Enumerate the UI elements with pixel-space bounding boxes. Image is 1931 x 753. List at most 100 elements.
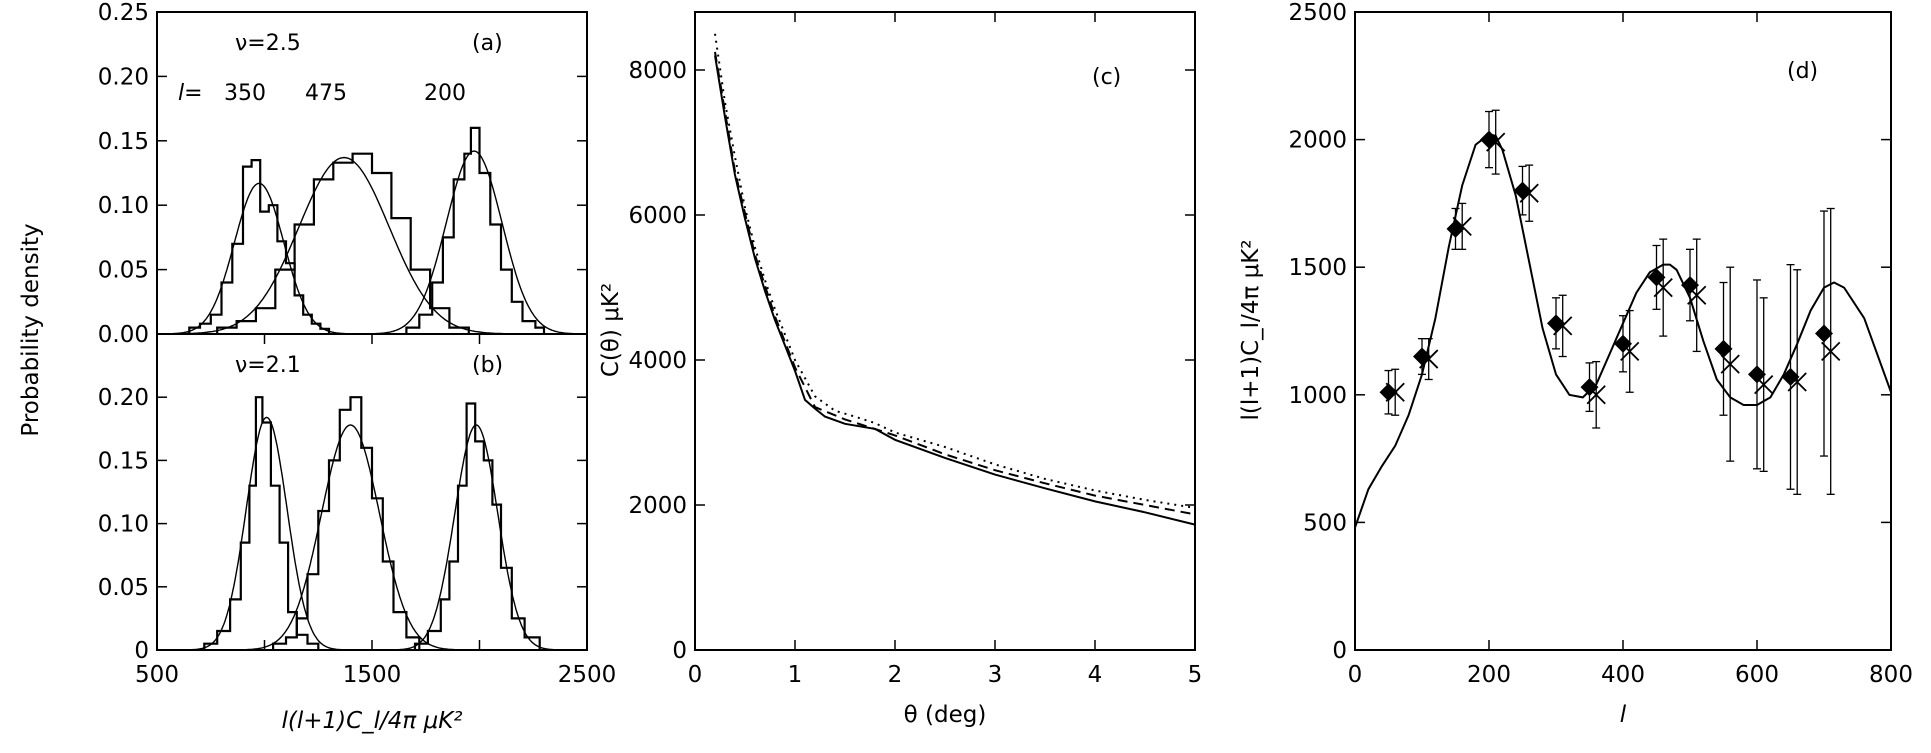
panel-a-plot-area	[160, 126, 586, 335]
panel-c-x-axis-label: θ (deg)	[904, 702, 987, 728]
panel-b-y-tick-4-label: 0.20	[98, 385, 149, 411]
panel-c-y-tick-1-label: 2000	[628, 493, 687, 519]
panel-b-y-tick-1-label: 0.05	[98, 575, 149, 601]
panel-a-l-label-350: 350	[224, 81, 266, 106]
panel-c-line-solid	[714, 55, 1196, 526]
panel-d-cross-point-0	[1385, 382, 1405, 402]
panel-c-x-tick-1-label: 1	[788, 662, 803, 688]
panel-d-y-tick-4-label: 2000	[1288, 128, 1347, 154]
panel-c-y-tick-3-label: 6000	[628, 203, 687, 229]
panel-b-y-ticks: 0 0.05 0.10 0.15 0.20	[98, 385, 587, 664]
panel-ab-y-axis-label: Probability density	[18, 223, 44, 436]
panel-a-histogram-350	[188, 159, 331, 334]
panel-d-cross-point-12	[1787, 372, 1807, 392]
panel-a-fit-curve-350	[160, 182, 358, 335]
panel-d-diamond-point-11	[1748, 365, 1766, 384]
panel-d-cross-point-10	[1720, 354, 1740, 374]
panel-d-y-tick-3-label: 1500	[1288, 255, 1347, 281]
panel-d-cross-point-2	[1452, 216, 1472, 237]
panel-d-plot-area	[1354, 109, 1892, 528]
panel-c-y-tick-0-label: 0	[672, 638, 687, 664]
panel-a-y-ticks: 0.00 0.05 0.10 0.15 0.20 0.25	[98, 0, 587, 348]
panel-a-y-tick-4-label: 0.20	[98, 64, 149, 90]
panel-d-x-tick-4-label: 800	[1869, 662, 1913, 688]
panel-d-diamond-point-12	[1781, 367, 1800, 386]
panel-a-l-label-475: 475	[305, 81, 347, 106]
panel-c-line-dashed	[714, 51, 1196, 516]
panel-c-frame	[694, 11, 1196, 651]
panel-a-y-tick-5-label: 0.25	[98, 0, 149, 26]
panel-c-line-dotted	[714, 33, 1196, 509]
panel-a-fit-curve-475	[163, 156, 525, 335]
panel-a: ν=2.5 (a) l= 350 475 200 0.00 0.05 0.10 0.1…	[98, 0, 588, 348]
panel-c-x-tick-5-label: 5	[1188, 662, 1203, 688]
panel-a-histogram-200	[405, 126, 546, 334]
panel-a-fit-curve-200	[362, 150, 586, 335]
panel-c-y-tick-4-label: 8000	[628, 58, 687, 84]
panel-d-diamond-point-10	[1714, 339, 1733, 358]
panel-c-y-axis-label: C(θ) μK²	[598, 283, 624, 377]
panel-c-y-tick-2-label: 4000	[628, 348, 687, 374]
panel-b-histogram-350	[203, 396, 320, 650]
panel-b-plot-area	[184, 396, 563, 651]
panel-b-tag: (b)	[472, 353, 503, 378]
panel-c-x-tick-2-label: 2	[888, 662, 903, 688]
panel-d: (d) 0 500 1000 1500 2000 2500 0 200 400 600 800	[1288, 0, 1913, 688]
panel-d-cross-point-3	[1486, 132, 1506, 152]
panel-d-diamond-point-9	[1681, 276, 1699, 295]
panel-d-x-tick-3-label: 600	[1735, 662, 1779, 688]
panel-b-y-tick-0-label: 0	[134, 638, 149, 664]
panel-a-y-tick-2-label: 0.10	[98, 193, 149, 219]
panel-d-cross-point-4	[1519, 183, 1539, 203]
panel-a-tag: (a)	[472, 31, 503, 56]
panel-a-l-label-200: 200	[424, 81, 466, 106]
panel-c-x-tick-0-label: 0	[688, 662, 703, 688]
panel-a-histogram-475	[216, 152, 470, 334]
panel-c-x-ticks: 0 1 2 3 4 5	[688, 12, 1203, 688]
panel-d-x-tick-1-label: 200	[1467, 662, 1511, 688]
panel-d-diamond-point-13	[1815, 324, 1833, 343]
panel-d-diamond-point-0	[1379, 383, 1398, 402]
panel-b-x-ticks: 500 1500 2500	[135, 334, 616, 688]
panel-c-y-ticks: 0 2000 4000 6000 8000	[628, 58, 1195, 664]
panel-d-y-tick-1-label: 500	[1303, 510, 1347, 536]
panel-a-nu-label: ν=2.5	[235, 31, 301, 56]
panel-b-x-axis-label: l(l+1)C_l/4π μK²	[281, 708, 462, 734]
panel-d-cross-point-7	[1620, 341, 1640, 362]
panel-b: ν=2.1 (b) 0 0.05 0.10 0.15 0.20 500 1500 2500	[98, 333, 616, 688]
panel-b-nu-label: ν=2.1	[235, 353, 301, 378]
panel-b-fit-curve-350	[184, 416, 349, 651]
panel-b-y-tick-3-label: 0.15	[98, 448, 149, 474]
panel-c-x-tick-3-label: 3	[988, 662, 1003, 688]
panel-b-x-tick-0-label: 500	[135, 662, 179, 688]
panel-d-x-ticks: 0 200 400 600 800	[1348, 12, 1913, 688]
panel-d-cross-point-9	[1687, 285, 1707, 305]
panel-d-y-tick-5-label: 2500	[1288, 0, 1347, 26]
panel-d-cross-point-13	[1821, 341, 1841, 362]
panel-c: (c) 0 2000 4000 6000 8000 0 1 2 3 4 5	[628, 11, 1203, 688]
panel-a-l-prefix: l=	[178, 81, 203, 106]
panel-c-tag: (c)	[1092, 65, 1121, 90]
panel-d-cross-point-6	[1586, 385, 1606, 405]
panel-b-fit-curve-475	[234, 424, 467, 651]
panel-d-cross-point-5	[1553, 316, 1573, 336]
panel-d-cross-point-11	[1754, 374, 1774, 395]
panel-a-y-tick-3-label: 0.15	[98, 129, 149, 155]
panel-d-x-tick-2-label: 400	[1601, 662, 1645, 688]
panel-d-y-tick-0-label: 0	[1332, 638, 1347, 664]
panel-b-histogram-200	[413, 402, 541, 650]
panel-b-x-tick-4-label: 2500	[558, 662, 617, 688]
panel-d-y-tick-2-label: 1000	[1288, 383, 1347, 409]
panel-b-x-tick-2-label: 1500	[343, 662, 402, 688]
panel-d-y-ticks: 0 500 1000 1500 2000 2500	[1288, 0, 1891, 664]
panel-d-cross-point-1	[1419, 349, 1439, 369]
panel-d-model-curve	[1354, 133, 1892, 528]
panel-a-y-tick-0-label: 0.00	[98, 322, 149, 348]
panel-d-x-tick-0-label: 0	[1348, 662, 1363, 688]
panel-c-plot-area	[714, 33, 1196, 526]
panel-d-cross-point-8	[1653, 277, 1673, 298]
panel-b-fit-curve-200	[390, 424, 563, 651]
panel-d-x-axis-label: l	[1620, 702, 1627, 728]
panel-d-y-axis-label: l(l+1)C_l/4π μK²	[1238, 239, 1264, 420]
